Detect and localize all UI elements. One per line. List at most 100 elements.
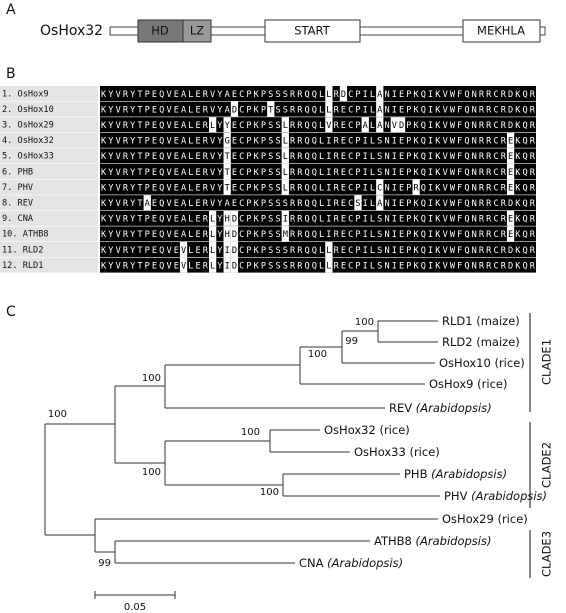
variant-cell	[209, 242, 217, 257]
variant-cell	[506, 132, 515, 148]
panel-label: B	[6, 66, 16, 82]
leaf-origin: (Arabidopsis)	[416, 534, 492, 548]
leaf-origin: (rice)	[379, 423, 409, 437]
variant-cell	[325, 101, 333, 117]
name-cell	[0, 210, 98, 226]
leaf-label: OsHox33 (rice)	[354, 445, 440, 459]
scale-bar	[94, 591, 176, 599]
scale-label: 0.05	[124, 602, 146, 613]
variant-cell	[376, 179, 384, 195]
row-label: 8. REV	[2, 199, 33, 209]
leaf-labels: RLD1 (maize) RLD2 (maize) OsHox10 (rice)…	[299, 314, 547, 570]
bootstrap-values: 100 99 100 100 100 100 100 100 99	[48, 317, 374, 569]
leaf-origin: (Arabidopsis)	[416, 401, 492, 415]
panel-label: A	[6, 2, 16, 18]
branch	[377, 320, 438, 343]
row-label: 12. RLD1	[2, 261, 43, 271]
variant-cell	[361, 117, 369, 133]
domain-box	[264, 19, 361, 43]
variant-cell	[376, 86, 384, 101]
variant-cell	[339, 86, 348, 101]
name-cell	[0, 86, 98, 101]
leaf-origin: (rice)	[497, 512, 527, 526]
name-cell	[0, 242, 98, 257]
variant-cell	[223, 242, 231, 257]
branch	[164, 440, 283, 486]
variant-cell	[209, 257, 217, 273]
bootstrap: 100	[142, 373, 161, 384]
branch	[114, 385, 165, 464]
row-label: 10. ATHB8	[2, 230, 49, 240]
sequence-cell	[100, 148, 536, 164]
variant-cell	[412, 179, 420, 195]
variant-cell	[506, 179, 515, 195]
variant-cell	[376, 195, 384, 211]
variant-cell	[325, 117, 333, 133]
bootstrap: 99	[98, 558, 111, 569]
variant-cell	[281, 132, 289, 148]
clade-markers: CLADE1 CLADE2 CLADE3	[529, 313, 554, 578]
leaf-origin: (Arabidopsis)	[471, 489, 547, 503]
leaf-name: PHB	[404, 467, 428, 481]
row-label: 5. OsHox33	[2, 152, 54, 162]
leaf-origin: (Arabidopsis)	[327, 556, 403, 570]
leaf-label: PHV (Arabidopsis)	[444, 489, 547, 503]
bootstrap: 100	[241, 427, 260, 438]
leaf-label: OsHox10 (rice)	[439, 356, 525, 370]
row-label: 11. RLD2	[2, 245, 43, 255]
variant-cell	[325, 86, 333, 101]
sequence-cell	[100, 226, 536, 242]
leaf-label: RLD1 (maize)	[442, 314, 520, 328]
variant-cell	[223, 148, 231, 164]
variant-cell	[223, 179, 231, 195]
variant-cell	[506, 210, 515, 226]
name-cell	[0, 132, 98, 148]
leaf-name: OsHox9	[429, 377, 474, 391]
variant-cell	[281, 210, 289, 226]
leaf-name: OsHox29	[442, 512, 494, 526]
row-label: 3. OsHox29	[2, 121, 54, 131]
variant-cell	[376, 101, 384, 117]
bootstrap: 99	[345, 336, 358, 347]
leaf-origin: (rice)	[477, 377, 507, 391]
leaf-label: OsHox9 (rice)	[429, 377, 507, 391]
leaf-name: OsHox33	[354, 445, 406, 459]
variant-cell	[179, 257, 188, 273]
sequence-cell	[100, 179, 536, 195]
variant-cell	[325, 257, 333, 273]
name-cell	[0, 226, 98, 242]
leaf-label: RLD2 (maize)	[442, 335, 520, 349]
variant-cell	[281, 179, 289, 195]
leaf-origin: (maize)	[476, 335, 520, 349]
sequence-cell	[100, 257, 536, 273]
variant-cell	[209, 210, 217, 226]
clade-label: CLADE2	[540, 442, 554, 488]
variant-cell	[376, 117, 384, 133]
name-cell	[0, 179, 98, 195]
domain-box	[182, 19, 212, 43]
variant-cell	[397, 117, 406, 133]
variant-cell	[506, 226, 515, 242]
leaf-name: OsHox10	[439, 356, 491, 370]
leaf-name: RLD1	[442, 314, 473, 328]
sequence-cell	[100, 210, 536, 226]
clade-label: CLADE1	[540, 339, 554, 385]
leaf-name: OsHox32	[324, 423, 376, 437]
leaf-name: PHV	[444, 489, 468, 503]
variant-cell	[223, 117, 231, 133]
row-label: 7. PHV	[2, 183, 33, 193]
variant-cell	[281, 148, 289, 164]
sequence-cell	[100, 117, 536, 133]
variant-cell	[230, 226, 239, 242]
branch	[44, 423, 115, 536]
name-cell	[0, 101, 98, 117]
leaf-name: REV	[389, 401, 412, 415]
